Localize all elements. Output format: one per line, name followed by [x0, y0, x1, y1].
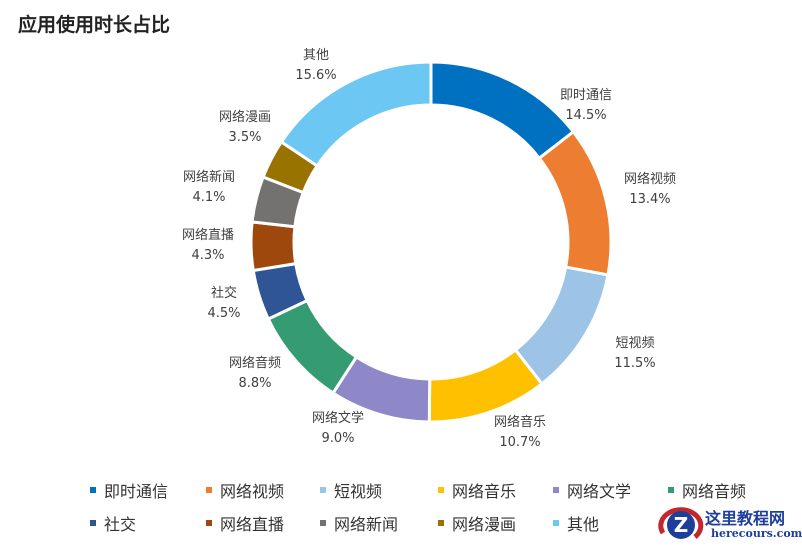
legend-label: 短视频: [334, 482, 383, 501]
legend-label: 其他: [567, 515, 600, 534]
data-label: 网络新闻 4.1%: [183, 168, 235, 208]
data-label: 网络音乐 10.7%: [494, 413, 546, 453]
donut-slice-11: [279, 60, 433, 168]
data-label: 即时通信 14.5%: [560, 86, 612, 126]
legend-label: 即时通信: [104, 482, 169, 501]
data-label-name: 网络漫画: [218, 110, 272, 125]
donut-slice-8: [249, 220, 298, 273]
data-label: 其他 15.6%: [295, 46, 336, 86]
donut-slice-6: [266, 298, 359, 396]
data-label-name: 即时通信: [559, 88, 613, 103]
legend-label: 网络视频: [220, 482, 285, 501]
data-label: 网络音频 8.8%: [229, 354, 281, 394]
donut-slice-4: [427, 347, 544, 424]
legend-label: 网络漫画: [452, 515, 517, 534]
data-label-value: 4.1%: [192, 190, 226, 205]
donut-slice-1: [429, 60, 576, 161]
watermark-logo: Z 这里教程网 herecours.com: [655, 503, 802, 546]
data-label-name: 网络视频: [623, 172, 677, 187]
data-label-name: 网络音频: [228, 356, 282, 371]
legend-label: 网络新闻: [334, 515, 399, 534]
data-label: 网络视频 13.4%: [624, 170, 676, 210]
legend-item: 社交: [90, 511, 136, 535]
data-label: 网络漫画 3.5%: [219, 108, 271, 148]
data-label-value: 10.7%: [499, 435, 541, 450]
legend-item: 网络视频: [206, 478, 284, 502]
watermark-name: 这里教程网: [705, 509, 786, 528]
data-label-name: 短视频: [615, 336, 655, 351]
data-label-value: 15.6%: [295, 68, 337, 83]
data-label-name: 网络新闻: [182, 170, 236, 185]
legend-item: 网络音乐: [438, 478, 516, 502]
legend-item: 网络文学: [553, 478, 631, 502]
legend-swatch: [206, 487, 212, 493]
legend-label: 网络音频: [682, 482, 747, 501]
data-label-value: 14.5%: [565, 108, 607, 123]
data-label-value: 8.8%: [238, 376, 272, 391]
legend-swatch: [553, 520, 559, 526]
data-label-value: 11.5%: [614, 356, 656, 371]
legend-item: 网络漫画: [438, 511, 516, 535]
donut-chart: [249, 60, 613, 424]
legend-swatch: [206, 520, 212, 526]
legend-swatch: [90, 520, 96, 526]
data-label-value: 13.4%: [629, 192, 671, 207]
legend-item: 网络新闻: [320, 511, 398, 535]
data-label-value: 9.0%: [321, 431, 355, 446]
legend-item: 网络直播: [206, 511, 284, 535]
data-label-name: 网络文学: [311, 411, 365, 426]
watermark-url: herecours.com: [711, 527, 802, 540]
legend-swatch: [320, 487, 326, 493]
legend-item: 网络音频: [668, 478, 746, 502]
data-label-value: 4.5%: [207, 306, 241, 321]
legend-label: 网络直播: [220, 515, 285, 534]
logo-icon: Z: [658, 507, 704, 539]
legend-swatch: [438, 487, 444, 493]
legend-label: 网络文学: [567, 482, 632, 501]
legend-item: 短视频: [320, 478, 382, 502]
legend-label: 社交: [104, 515, 137, 534]
data-label-name: 网络音乐: [493, 415, 547, 430]
donut-slice-2: [537, 129, 613, 277]
data-label: 社交 4.5%: [207, 284, 240, 324]
data-label-name: 网络直播: [181, 228, 235, 243]
legend-label: 网络音乐: [452, 482, 517, 501]
legend-item: 即时通信: [90, 478, 168, 502]
data-label: 网络直播 4.3%: [182, 226, 234, 266]
data-label: 短视频 11.5%: [614, 334, 655, 374]
legend-swatch: [90, 487, 96, 493]
legend-swatch: [438, 520, 444, 526]
svg-text:Z: Z: [674, 513, 689, 537]
data-label-name: 社交: [210, 286, 237, 301]
legend-swatch: [668, 487, 674, 493]
data-label-value: 4.3%: [191, 248, 225, 263]
data-label: 网络文学 9.0%: [312, 409, 364, 449]
chart-title: 应用使用时长占比: [18, 14, 171, 36]
legend-item: 其他: [553, 511, 599, 535]
legend-swatch: [320, 520, 326, 526]
data-label-name: 其他: [302, 48, 329, 63]
legend-swatch: [553, 487, 559, 493]
data-label-value: 3.5%: [228, 130, 262, 145]
